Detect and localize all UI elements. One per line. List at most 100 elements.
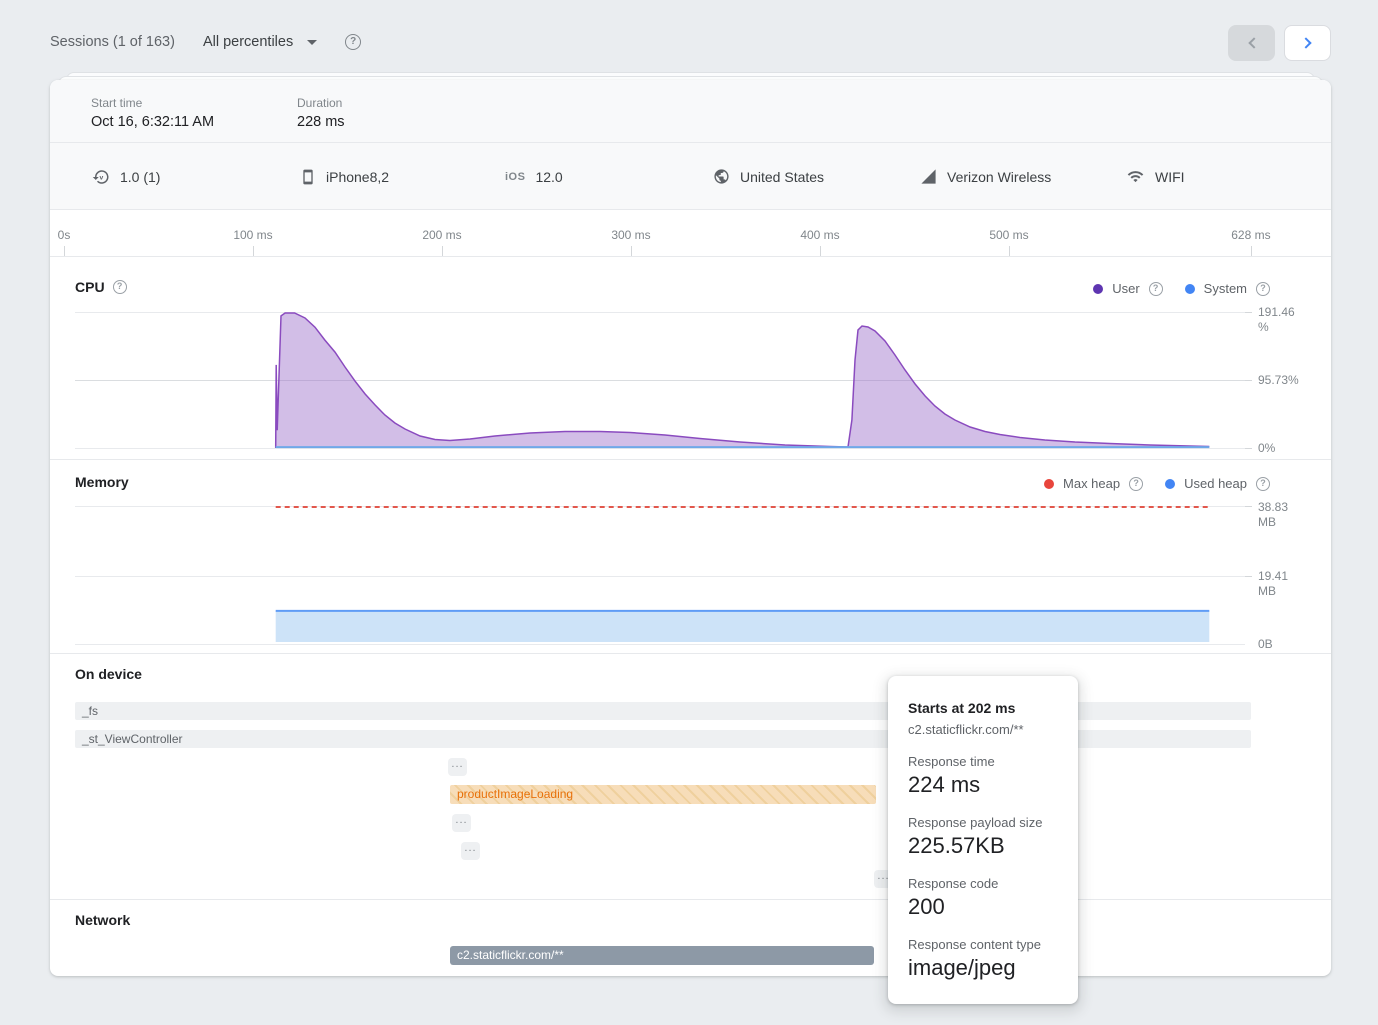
start-time-label: Start time <box>91 96 143 110</box>
timeline-ruler: 0s 100 ms 200 ms 300 ms 400 ms 500 ms 628 ms <box>50 210 1331 257</box>
system-legend-label: System <box>1203 281 1247 296</box>
user-help-icon[interactable]: ? <box>1148 281 1163 296</box>
timeline-tick-mark <box>442 246 443 256</box>
memory-gridline-top <box>75 506 1245 507</box>
duration-label: Duration <box>297 96 343 110</box>
max-heap-legend-label: Max heap <box>1063 476 1121 491</box>
cpu-legend-system: System ? <box>1184 281 1270 296</box>
cpu-help-icon[interactable]: ? <box>112 280 127 294</box>
memory-section-title: Memory <box>75 474 129 490</box>
timeline-tick-mark <box>1009 246 1010 256</box>
memory-axis-tick <box>1245 506 1252 507</box>
cpu-gridline-bottom <box>75 448 1245 449</box>
timeline-tick-mark <box>631 246 632 256</box>
tooltip-title: Starts at 202 ms <box>908 700 1016 716</box>
user-legend-label: User <box>1112 281 1140 296</box>
max-heap-help-icon[interactable]: ? <box>1129 476 1144 491</box>
device-model-value: iPhone8,2 <box>326 168 390 185</box>
tooltip-field-label: Response payload size <box>908 815 1043 830</box>
user-legend-dot <box>1093 283 1104 294</box>
on-device-section: On device _fs _st_ViewController ... pro… <box>50 654 1331 900</box>
cpu-axis-tick <box>1245 448 1252 449</box>
network-request-bar[interactable]: c2.staticflickr.com/** <box>450 946 874 965</box>
chevron-right-icon <box>1299 37 1312 49</box>
os-version-value: 12.0 <box>535 168 563 185</box>
duration-block: Duration 228 ms <box>297 96 345 130</box>
timeline-tick-mark <box>820 246 821 256</box>
timeline-tick-label: 300 ms <box>611 228 651 242</box>
memory-legend-used-heap: Used heap ? <box>1165 476 1270 491</box>
tooltip-field-label: Response time <box>908 754 995 769</box>
cpu-legend: User ? System ? <box>1093 281 1270 296</box>
cell-signal-icon <box>921 169 936 184</box>
timeline-tick-label: 100 ms <box>233 228 273 242</box>
used-heap-help-icon[interactable]: ? <box>1256 476 1270 491</box>
tooltip-field-value: 200 <box>908 894 945 919</box>
used-heap-legend-dot <box>1165 478 1176 489</box>
timeline-tick-label: 628 ms <box>1231 228 1271 242</box>
ios-icon: iOS <box>505 170 526 183</box>
system-legend-dot <box>1184 283 1195 294</box>
cpu-section: CPU ? User ? System ? <box>50 257 1331 460</box>
session-meta-row: Start time Oct 16, 6:32:11 AM Duration 2… <box>50 80 1331 143</box>
timeline-tick-label: 500 ms <box>989 228 1029 242</box>
cpu-axis-label-mid: 95.73% <box>1258 373 1299 387</box>
memory-section: Memory Max heap ? Used heap ? 38. <box>50 460 1331 654</box>
svg-text:v: v <box>99 174 103 181</box>
chevron-down-icon <box>307 39 318 45</box>
help-icon[interactable]: ? <box>345 34 362 50</box>
memory-legend-max-heap: Max heap ? <box>1044 476 1144 491</box>
next-session-button[interactable] <box>1284 25 1331 61</box>
network-section-title: Network <box>75 912 130 928</box>
trace-bar-product-image-loading[interactable]: productImageLoading <box>450 785 876 804</box>
carrier-item: Verizon Wireless <box>920 143 1051 210</box>
memory-gridline-bottom <box>75 644 1245 645</box>
start-time-block: Start time Oct 16, 6:32:11 AM <box>91 96 214 130</box>
memory-title-text: Memory <box>75 474 129 490</box>
memory-legend: Max heap ? Used heap ? <box>1044 476 1270 491</box>
country-item: United States <box>713 143 824 210</box>
cpu-axis-tick <box>1245 380 1252 381</box>
timeline-tick-mark <box>1250 246 1252 256</box>
collapsed-trace-chip[interactable]: ... <box>448 758 467 776</box>
previous-session-button[interactable] <box>1228 25 1275 61</box>
tooltip-field-value: 224 ms <box>908 772 981 797</box>
cpu-chart[interactable] <box>75 312 1245 449</box>
cpu-title-text: CPU <box>75 279 105 295</box>
carrier-value: Verizon Wireless <box>947 168 1052 185</box>
phone-icon <box>303 169 313 184</box>
device-model-item: iPhone8,2 <box>300 143 389 210</box>
duration-value: 228 ms <box>297 114 345 130</box>
on-device-title-text: On device <box>75 666 142 682</box>
cpu-section-title: CPU ? <box>75 279 127 295</box>
chevron-left-icon <box>1247 37 1260 49</box>
collapsed-trace-chip[interactable]: ... <box>461 842 480 860</box>
network-request-tooltip: Starts at 202 ms c2.staticflickr.com/** … <box>888 676 1078 1004</box>
cpu-legend-user: User ? <box>1093 281 1163 296</box>
globe-icon <box>714 169 729 184</box>
system-help-icon[interactable]: ? <box>1256 281 1270 296</box>
app-version-icon: v <box>92 169 109 184</box>
memory-axis-tick <box>1245 576 1252 577</box>
used-heap-legend-label: Used heap <box>1184 476 1247 491</box>
collapsed-trace-chip[interactable]: ... <box>452 814 471 832</box>
session-card: Start time Oct 16, 6:32:11 AM Duration 2… <box>50 80 1331 976</box>
timeline-tick-label: 0s <box>57 228 71 242</box>
memory-axis-label-zero: 0B <box>1258 637 1273 651</box>
memory-chart[interactable] <box>75 506 1245 644</box>
max-heap-legend-dot <box>1044 478 1055 489</box>
connection-value: WIFI <box>1155 168 1185 185</box>
cpu-gridline-top <box>75 312 1245 313</box>
timeline-tick-mark <box>253 246 254 256</box>
app-version-item: v 1.0 (1) <box>92 143 160 210</box>
cpu-axis-tick <box>1245 312 1252 313</box>
network-section: Network c2.staticflickr.com/** <box>50 900 1331 976</box>
percentile-filter-value: All percentiles <box>202 34 294 50</box>
wifi-icon <box>1127 171 1144 183</box>
tooltip-field-value: 225.57KB <box>908 833 1005 858</box>
tooltip-field-value: image/jpeg <box>908 955 1016 980</box>
memory-axis-label-max: 38.83 MB <box>1258 500 1289 529</box>
percentile-filter-dropdown[interactable]: All percentiles <box>202 34 318 50</box>
on-device-section-title: On device <box>75 666 142 682</box>
